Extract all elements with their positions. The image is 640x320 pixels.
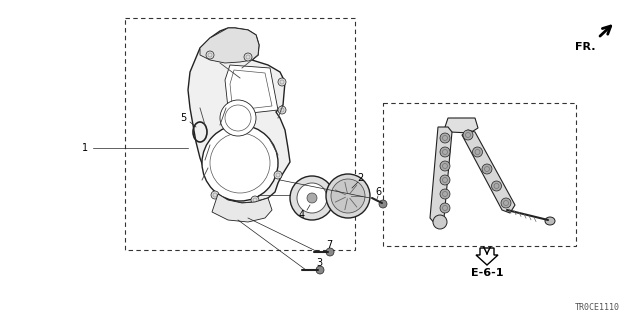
Polygon shape xyxy=(188,28,290,203)
Circle shape xyxy=(244,53,252,61)
Circle shape xyxy=(440,175,450,185)
Circle shape xyxy=(433,215,447,229)
Text: 1: 1 xyxy=(82,143,88,153)
Polygon shape xyxy=(445,118,478,133)
Circle shape xyxy=(440,189,450,199)
Circle shape xyxy=(278,106,286,114)
Circle shape xyxy=(206,51,214,59)
Text: 3: 3 xyxy=(316,258,322,268)
Circle shape xyxy=(297,183,327,213)
Circle shape xyxy=(316,266,324,274)
Circle shape xyxy=(331,179,365,213)
Ellipse shape xyxy=(545,217,555,225)
Circle shape xyxy=(211,191,219,199)
Text: 6: 6 xyxy=(375,187,381,197)
Text: 4: 4 xyxy=(299,210,305,220)
Polygon shape xyxy=(200,28,259,63)
Circle shape xyxy=(274,171,282,179)
Circle shape xyxy=(379,200,387,208)
Text: 7: 7 xyxy=(326,240,332,250)
Polygon shape xyxy=(462,130,515,213)
Circle shape xyxy=(472,147,483,157)
Circle shape xyxy=(482,164,492,174)
Circle shape xyxy=(251,196,259,204)
Text: TR0CE1110: TR0CE1110 xyxy=(575,303,620,313)
Polygon shape xyxy=(225,65,278,114)
Text: 2: 2 xyxy=(357,173,363,183)
Text: E-6-1: E-6-1 xyxy=(471,268,503,278)
Circle shape xyxy=(463,130,473,140)
Circle shape xyxy=(492,181,502,191)
Circle shape xyxy=(307,193,317,203)
Circle shape xyxy=(278,78,286,86)
Circle shape xyxy=(440,203,450,213)
Circle shape xyxy=(290,176,334,220)
Circle shape xyxy=(326,248,334,256)
Polygon shape xyxy=(430,127,452,225)
Circle shape xyxy=(440,147,450,157)
Polygon shape xyxy=(212,194,272,222)
Polygon shape xyxy=(476,248,498,265)
Text: FR.: FR. xyxy=(575,42,596,52)
Circle shape xyxy=(202,125,278,201)
Circle shape xyxy=(440,161,450,171)
Circle shape xyxy=(440,133,450,143)
Circle shape xyxy=(326,174,370,218)
Text: 5: 5 xyxy=(180,113,186,123)
Circle shape xyxy=(501,198,511,208)
Circle shape xyxy=(220,100,256,136)
